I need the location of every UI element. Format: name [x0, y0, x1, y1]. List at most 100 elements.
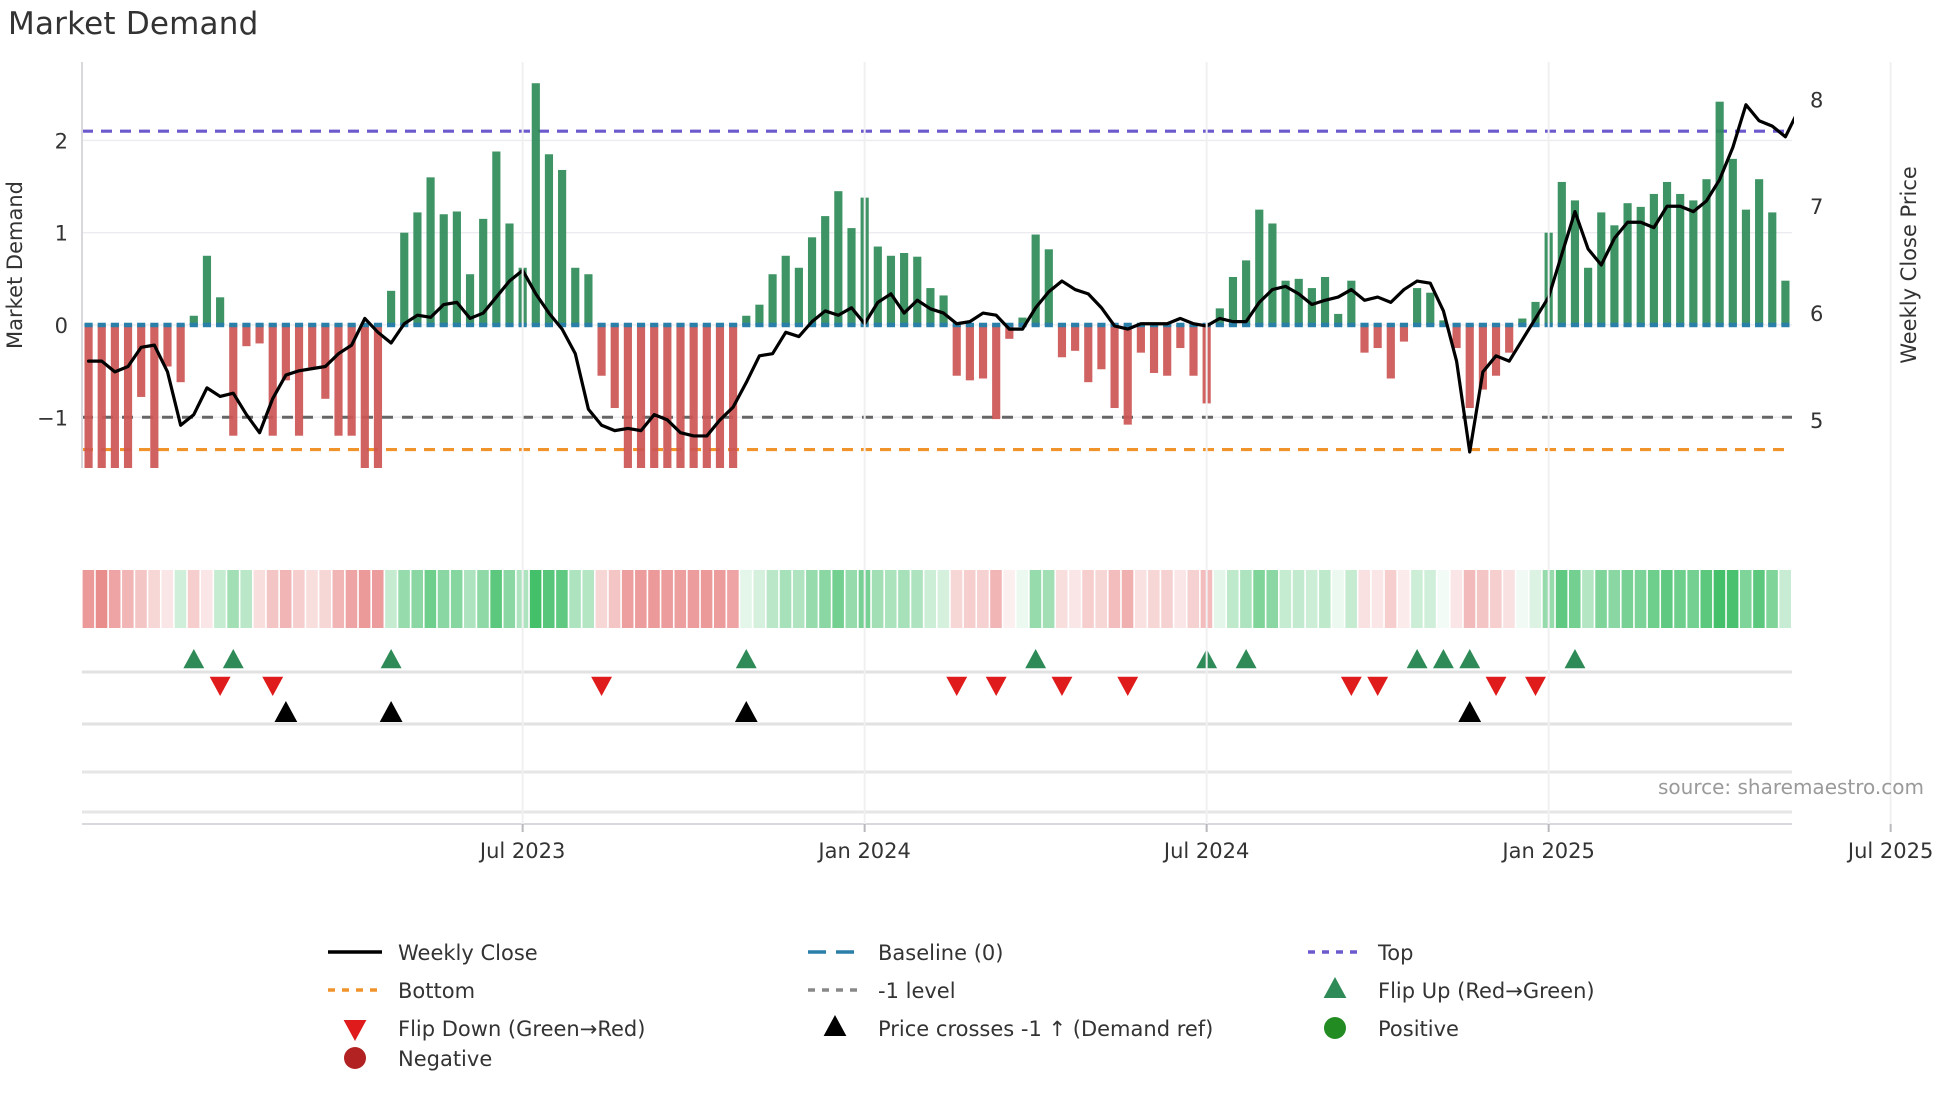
heatmap-cell: [1095, 570, 1107, 628]
heatmap-cell: [1687, 570, 1699, 628]
right-tick-label: 6: [1810, 302, 1823, 326]
legend-item[interactable]: Positive: [1324, 1017, 1459, 1041]
heatmap-cell: [187, 570, 200, 628]
demand-bar: [1478, 324, 1487, 390]
x-tick-label: Jul 2023: [478, 839, 565, 863]
heatmap-cell: [293, 570, 305, 628]
heatmap-cell: [1305, 570, 1318, 628]
heatmap-cell: [753, 570, 765, 628]
demand-bar: [465, 274, 475, 325]
legend-item[interactable]: -1 level: [808, 979, 956, 1003]
demand-bar: [1649, 193, 1658, 325]
heatmap-cell: [779, 570, 792, 628]
heatmap-cell: [1503, 570, 1515, 628]
legend-item-label: Baseline (0): [878, 941, 1003, 965]
legend-item[interactable]: Flip Down (Green→Red): [343, 1017, 646, 1041]
right-tick-label: 7: [1810, 195, 1823, 219]
demand-bar: [873, 246, 882, 325]
demand-bar: [84, 324, 93, 468]
legend-item[interactable]: Top: [1308, 941, 1413, 965]
flip-up-marker: [380, 649, 402, 669]
heatmap-cell: [332, 570, 345, 628]
flip-down-marker: [209, 676, 231, 696]
demand-bar: [1768, 212, 1777, 325]
legend-item-label: Price crosses -1 ↑ (Demand ref): [878, 1017, 1213, 1041]
heatmap-cell: [845, 570, 858, 628]
demand-bar: [1623, 203, 1632, 325]
heatmap-cell: [542, 570, 555, 628]
weekly-close-line: [86, 103, 1794, 454]
demand-bar: [150, 324, 159, 468]
heatmap-cell: [227, 570, 239, 628]
x-tick-label: Jan 2025: [1500, 839, 1595, 863]
demand-bar: [255, 324, 264, 344]
demand-bar: [544, 154, 554, 325]
heatmap-cell: [477, 570, 489, 628]
demand-bar: [1215, 308, 1224, 325]
heatmap-cell: [1332, 570, 1344, 628]
heatmap-cell: [240, 570, 252, 628]
heatmap-cell: [279, 570, 292, 628]
demand-bar: [965, 324, 974, 381]
demand-bar: [886, 255, 896, 325]
heatmap-cell: [924, 570, 936, 628]
heatmap-cell: [1529, 570, 1542, 628]
demand-bar: [1741, 209, 1751, 325]
legend-item[interactable]: Negative: [344, 1047, 492, 1071]
heatmap-cell: [911, 570, 923, 628]
right-axis-label: Weekly Close Price: [1897, 166, 1921, 364]
demand-bar: [1781, 280, 1790, 325]
demand-bar: [294, 324, 304, 436]
demand-bar: [834, 191, 843, 325]
heatmap-cell: [1411, 570, 1423, 628]
heatmap-cell: [1647, 570, 1660, 628]
price-cross-marker: [274, 701, 298, 722]
demand-bar: [163, 324, 172, 367]
legend-item[interactable]: Weekly Close: [328, 941, 538, 965]
flip-down-marker: [1525, 676, 1546, 696]
demand-bar: [1031, 234, 1040, 325]
heatmap-cell: [529, 570, 542, 628]
demand-bar: [1676, 193, 1685, 325]
heatmap-cell: [569, 570, 581, 628]
demand-bar: [1610, 225, 1619, 325]
heatmap-cell: [727, 570, 739, 628]
demand-bar: [1689, 200, 1698, 325]
heatmap-cell: [1437, 570, 1449, 628]
heatmap-cell: [1319, 570, 1331, 628]
demand-bar: [242, 324, 251, 347]
demand-bar: [768, 274, 777, 325]
heatmap-cell: [1226, 570, 1239, 628]
demand-bar: [847, 228, 856, 325]
heatmap-cell: [411, 570, 423, 628]
legend-item[interactable]: Baseline (0): [808, 941, 1003, 965]
demand-bar: [97, 324, 106, 468]
flip-down-marker: [1367, 676, 1389, 696]
price-cross-marker: [1458, 701, 1482, 722]
legend-circle-icon: [1324, 1017, 1346, 1039]
demand-bar: [229, 324, 238, 436]
legend-item[interactable]: Flip Up (Red→Green): [1323, 977, 1595, 1003]
page-title: Market Demand: [8, 6, 259, 42]
demand-bar: [1228, 276, 1238, 325]
demand-bar: [1255, 209, 1264, 325]
demand-bar: [939, 295, 948, 325]
price-cross-markers: [274, 701, 1482, 722]
heatmap-cell: [1213, 570, 1226, 628]
flip-up-marker: [1235, 649, 1257, 669]
demand-bar: [676, 324, 685, 468]
demand-bar: [334, 324, 343, 436]
demand-bar: [268, 324, 277, 436]
legend-item[interactable]: Bottom: [328, 979, 475, 1003]
legend-item[interactable]: Price crosses -1 ↑ (Demand ref): [823, 1015, 1214, 1041]
heatmap-cell: [1397, 570, 1410, 628]
demand-bar: [1307, 288, 1316, 325]
heatmap-cell: [1476, 570, 1489, 628]
price-cross-marker: [734, 701, 758, 722]
demand-bar: [1570, 200, 1580, 325]
x-tick-label: Jul 2025: [1846, 839, 1933, 863]
legend-item-label: Positive: [1378, 1017, 1459, 1041]
demand-bar: [176, 324, 185, 383]
heatmap-cell: [950, 570, 963, 628]
demand-bar: [1636, 206, 1645, 325]
